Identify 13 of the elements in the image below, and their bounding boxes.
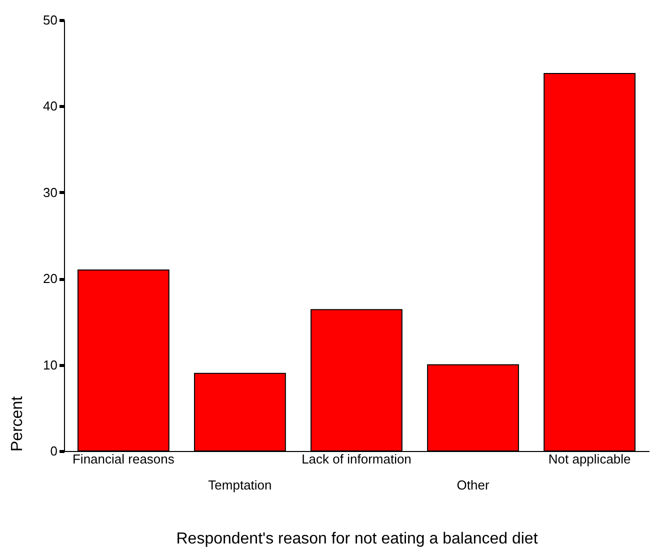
x-axis-title: Respondent's reason for not eating a balanced diet [176, 530, 538, 548]
y-tick-label: 10 [43, 357, 58, 372]
x-tick-label: Financial reasons [72, 452, 175, 466]
y-tick-label: 20 [43, 271, 58, 286]
x-tick-label: Lack of information [302, 452, 412, 466]
x-tick-label: Temptation [208, 478, 272, 492]
y-axis-title: Percent [9, 396, 26, 452]
y-tick-label: 40 [43, 98, 58, 114]
y-tick-label: 0 [50, 444, 58, 458]
x-tick-label: Other [456, 478, 490, 492]
y-tick-label: 30 [43, 184, 58, 200]
y-tick-label: 50 [43, 12, 58, 28]
x-tick-label: Not applicable [548, 452, 631, 466]
